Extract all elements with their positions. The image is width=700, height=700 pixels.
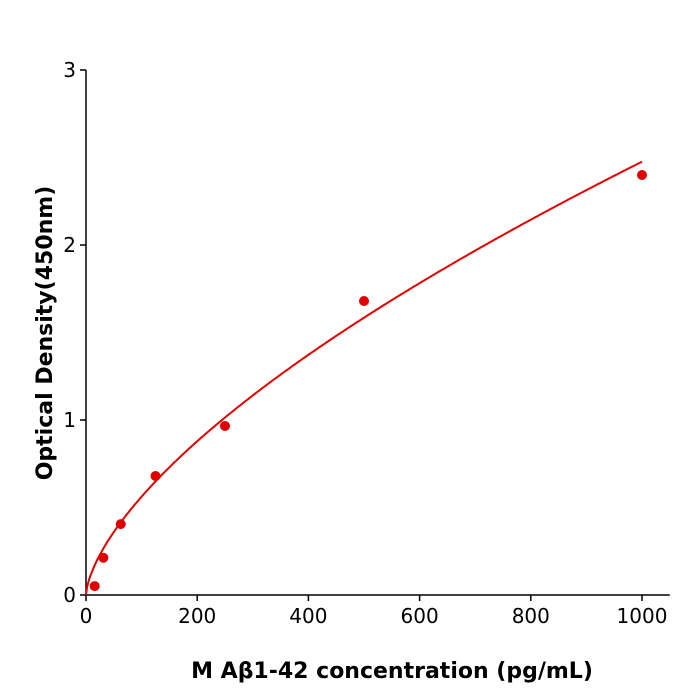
y-axis-label: Optical Density(450nm) bbox=[33, 186, 58, 481]
data-point bbox=[637, 170, 647, 180]
data-point bbox=[98, 552, 109, 563]
axes: 0 200 400 600 800 1000 0 1 2 3 bbox=[63, 58, 670, 628]
y-tick-label: 1 bbox=[63, 408, 76, 432]
x-axis-label: M Aβ1-42 concentration (pg/mL) bbox=[191, 659, 593, 684]
y-tick-label: 2 bbox=[63, 233, 76, 257]
data-point bbox=[220, 420, 230, 431]
data-point bbox=[115, 519, 126, 530]
x-tick-label: 200 bbox=[178, 604, 216, 628]
x-tick-label: 600 bbox=[401, 604, 439, 628]
fit-curve bbox=[85, 160, 643, 596]
x-tick-label: 0 bbox=[80, 604, 93, 628]
x-tick-label: 1000 bbox=[617, 604, 668, 628]
data-point bbox=[359, 296, 369, 306]
data-point bbox=[150, 471, 161, 481]
data-points bbox=[89, 170, 647, 592]
x-tick-label: 400 bbox=[289, 604, 327, 628]
y-tick-label: 0 bbox=[63, 583, 76, 607]
y-tick-label: 3 bbox=[63, 58, 76, 82]
data-point bbox=[89, 581, 100, 592]
x-tick-label: 800 bbox=[512, 604, 550, 628]
